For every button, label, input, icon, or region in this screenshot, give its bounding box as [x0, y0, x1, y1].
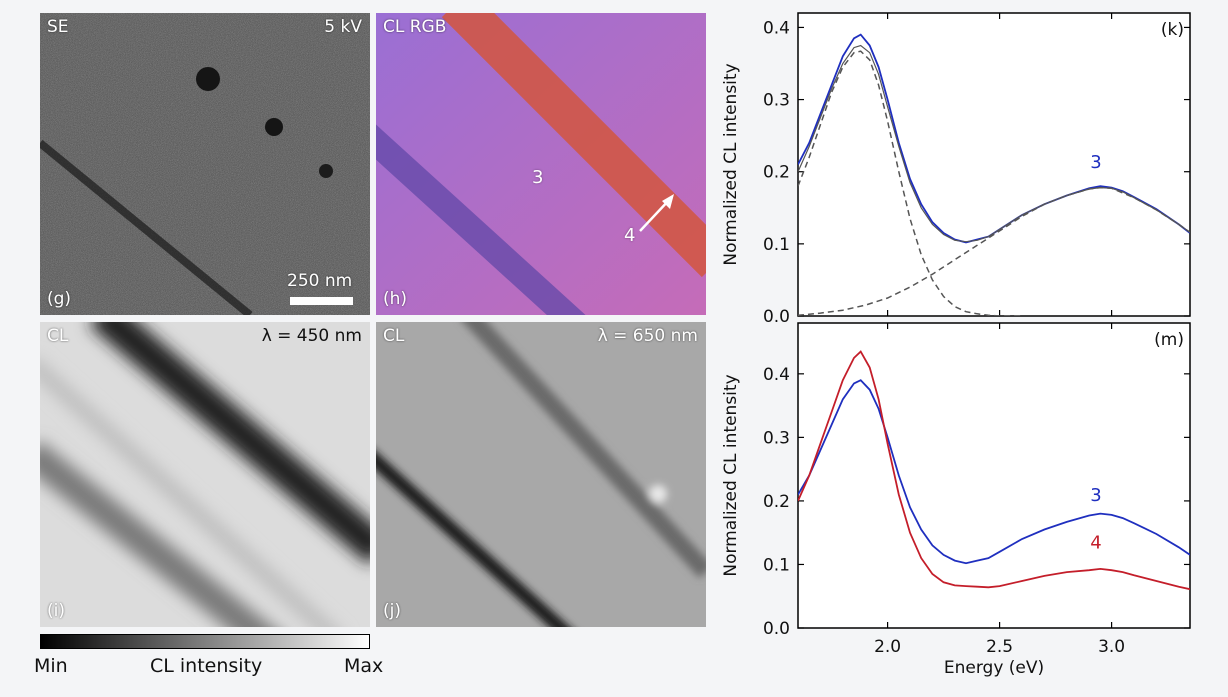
arrow-icon — [639, 194, 674, 232]
point-3-label: 3 — [532, 167, 544, 188]
wavelength-label: λ = 450 nm — [261, 326, 362, 346]
panel-label: (h) — [383, 289, 408, 309]
panel-g-se-image: SE 5 kV (g) 250 nm — [40, 13, 370, 315]
cl-450nm-map — [40, 322, 370, 627]
panel-title: CL RGB — [383, 17, 447, 37]
plot-frame — [797, 12, 1191, 317]
series-annotation: 4 — [1090, 533, 1101, 554]
panel-label: (m) — [1154, 330, 1184, 350]
scalebar — [290, 297, 353, 305]
cl-rgb-map — [376, 13, 706, 315]
spectra-plots: 0.0 0.1 0.2 0.3 0.4 Normalized CL intensity (k… — [721, 12, 1191, 678]
y-tick-label: 0.1 — [763, 555, 790, 575]
panel-title: CL — [47, 326, 69, 346]
y-tick-label: 0.0 — [763, 307, 790, 327]
x-tick-label: 2.5 — [986, 637, 1013, 657]
y-tick-label: 0.4 — [763, 365, 790, 385]
series-annotation: 3 — [1090, 485, 1101, 506]
panel-j-cl-650: CL λ = 650 nm (j) — [376, 322, 706, 627]
series-annotation: 3 — [1090, 152, 1101, 173]
panel-h-cl-rgb: CL RGB (h) 3 4 — [376, 13, 706, 315]
colorbar — [40, 634, 370, 649]
series-line — [798, 350, 1190, 591]
y-tick-label: 0.1 — [763, 235, 790, 255]
y-tick-label: 0.3 — [763, 428, 790, 448]
colorbar-max: Max — [344, 655, 384, 677]
beam-voltage: 5 kV — [324, 17, 362, 37]
wavelength-label: λ = 650 nm — [597, 326, 698, 346]
y-tick-label: 0.2 — [763, 492, 790, 512]
y-tick-label: 0.3 — [763, 91, 790, 111]
panel-label: (g) — [47, 289, 72, 309]
cl-650nm-map — [376, 322, 706, 627]
x-tick-label: 2.0 — [874, 637, 901, 657]
y-tick-label: 0.0 — [763, 619, 790, 639]
panel-i-cl-450: CL λ = 450 nm (i) — [40, 322, 370, 627]
panel-label: (k) — [1161, 20, 1184, 40]
se-micrograph — [40, 13, 370, 315]
y-tick-label: 0.4 — [763, 18, 790, 38]
x-axis-label: Energy (eV) — [944, 658, 1044, 678]
point-4-label: 4 — [624, 225, 636, 246]
panel-title: SE — [47, 17, 69, 37]
fit-component-line — [798, 50, 1022, 316]
colorbar-min: Min — [34, 655, 68, 677]
panel-label: (i) — [47, 601, 65, 621]
panel-title: CL — [383, 326, 405, 346]
panel-label: (j) — [383, 601, 401, 621]
colorbar-label: CL intensity — [150, 655, 263, 677]
scalebar-label: 250 nm — [287, 271, 353, 291]
series-line — [798, 379, 1190, 565]
y-axis-label: Normalized CL intensity — [721, 63, 741, 265]
y-tick-label: 0.2 — [763, 163, 790, 183]
x-tick-label: 3.0 — [1098, 637, 1125, 657]
fit-component-line — [798, 186, 1190, 316]
plot-frame — [797, 322, 1191, 629]
y-axis-label: Normalized CL intensity — [721, 374, 741, 576]
